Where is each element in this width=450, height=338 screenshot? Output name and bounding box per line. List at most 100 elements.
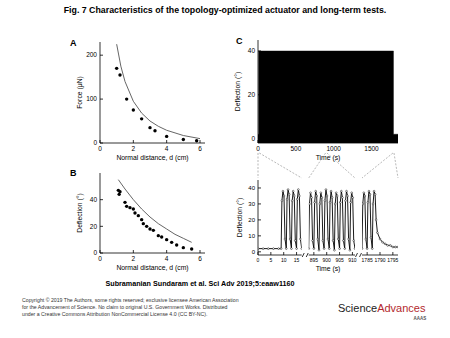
copyright: Copyright © 2019 The Authors, some right…: [22, 297, 239, 303]
point: [309, 203, 311, 205]
point: [118, 73, 121, 76]
line: [258, 190, 302, 249]
connector: [258, 153, 259, 178]
point: [286, 198, 288, 200]
x-axis: [100, 143, 205, 144]
point: [329, 201, 331, 203]
y-tick-label: 40: [248, 47, 256, 54]
x-tick-label: 0: [98, 145, 102, 152]
x-tick: [100, 250, 101, 253]
y-axis: [100, 42, 101, 143]
point: [190, 247, 193, 250]
x-tick: [313, 252, 314, 255]
y-tick: [258, 187, 261, 188]
point: [377, 232, 379, 234]
y-tick: [100, 55, 103, 56]
point: [323, 248, 325, 250]
x-tick-label: 5: [269, 257, 272, 263]
point: [332, 240, 334, 242]
point: [310, 192, 312, 194]
point: [384, 243, 386, 245]
point: [145, 225, 148, 228]
point: [292, 190, 294, 192]
point: [300, 238, 302, 240]
x-tick: [296, 252, 297, 255]
point: [369, 193, 371, 195]
point: [352, 197, 354, 199]
y-tick-label: 20: [248, 217, 255, 223]
line: [362, 191, 398, 248]
point: [362, 203, 364, 205]
y-tick-label: 0: [252, 249, 256, 255]
point: [392, 246, 394, 248]
y-tick: [100, 199, 103, 200]
point: [382, 241, 384, 243]
point: [297, 189, 299, 191]
point: [344, 248, 346, 250]
x-tick-label: 900: [323, 257, 332, 263]
y-tick: [100, 99, 103, 100]
point: [327, 238, 329, 240]
point: [148, 126, 151, 129]
point: [285, 248, 287, 250]
x-tick-label: 1795: [387, 257, 398, 263]
point: [280, 248, 282, 250]
x-tick-label: 6: [198, 255, 202, 262]
point: [170, 241, 173, 244]
point: [349, 249, 351, 251]
y-tick-label: 30: [248, 201, 255, 207]
y-tick-label: 40: [90, 196, 98, 203]
axis-break: [306, 253, 308, 257]
point: [282, 190, 284, 192]
point: [299, 195, 301, 197]
x-tick: [352, 252, 353, 255]
point: [342, 197, 344, 199]
point: [321, 197, 323, 199]
point: [336, 195, 338, 197]
point: [296, 248, 298, 250]
copyright: for the Advancement of Science. No claim…: [22, 304, 228, 310]
y-tick-label: 40: [248, 185, 255, 191]
citation: Subramanian Sundaram et al. Sci Adv 2019…: [105, 279, 294, 288]
x-tick-label: 1000: [326, 145, 341, 152]
point: [350, 201, 352, 203]
x-tick-label: 4: [165, 145, 169, 152]
panel-letter: C: [236, 36, 243, 46]
point: [387, 245, 389, 247]
x-tick-label: 2: [132, 255, 136, 262]
point: [368, 190, 370, 192]
y-axis-label: Force (μN): [76, 76, 84, 109]
point: [132, 207, 135, 210]
x-tick-label: 1790: [374, 257, 385, 263]
x-tick: [367, 252, 368, 255]
x-axis-label: Time (s): [316, 265, 341, 273]
point: [157, 234, 160, 237]
point: [348, 238, 350, 240]
x-tick: [133, 140, 134, 143]
point: [397, 246, 398, 248]
line: [117, 44, 200, 138]
x-tick: [270, 252, 271, 255]
point: [326, 195, 328, 197]
y-tick-label: 0: [93, 139, 97, 146]
plot-area: [258, 189, 302, 250]
y-tick-label: 20: [90, 223, 98, 230]
x-tick: [380, 252, 381, 255]
point: [347, 195, 349, 197]
point: [182, 138, 185, 141]
point: [339, 248, 341, 250]
point: [330, 190, 332, 192]
point: [325, 189, 327, 191]
point: [165, 238, 168, 241]
point: [324, 200, 326, 202]
connector: [259, 153, 301, 178]
point: [340, 190, 342, 192]
connector: [327, 153, 355, 178]
point: [353, 240, 355, 242]
x-tick-label: 0: [257, 257, 260, 263]
y-tick-label: 10: [248, 233, 255, 239]
y-tick: [100, 253, 103, 254]
y-axis-label: Deflection (°): [236, 198, 244, 237]
x-tick-label: 1785: [362, 257, 373, 263]
point: [313, 248, 315, 250]
